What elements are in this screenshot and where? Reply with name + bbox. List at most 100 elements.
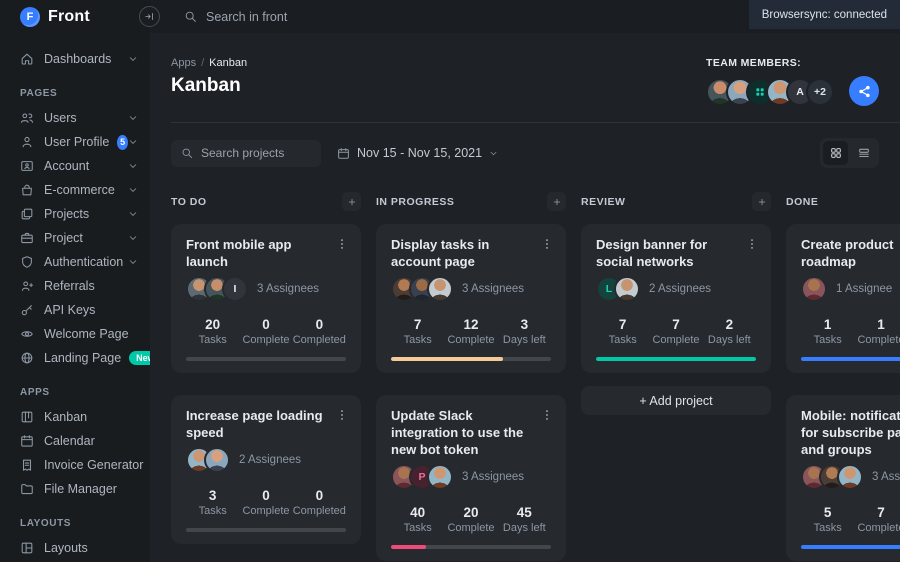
stat-value: 40 — [410, 505, 426, 520]
sidebar-item-label: Referrals — [44, 279, 95, 293]
sidebar-item-kanban[interactable]: Kanban — [0, 405, 150, 429]
sidebar-item-invoice-generator[interactable]: Invoice Generator — [0, 453, 150, 477]
progress-bar — [391, 357, 551, 361]
team-members-label: TEAM MEMBERS: — [706, 57, 802, 69]
card-menu-button[interactable] — [745, 237, 761, 253]
stat-label: Tasks — [813, 522, 842, 534]
sidebar-item-project[interactable]: Project — [0, 226, 150, 250]
column-cards: Front mobile app launch I 3 Assignees 20 Tas… — [171, 224, 361, 562]
breadcrumb-separator: / — [201, 57, 205, 69]
add-card-button[interactable] — [342, 192, 361, 211]
kanban-card[interactable]: Create product roadmap 1 Assignee 1 Tasks 1 C… — [786, 224, 900, 373]
sidebar-item-account[interactable]: Account — [0, 154, 150, 178]
column-cards: Display tasks in account page 3 Assignees… — [376, 224, 566, 562]
person-icon — [20, 135, 34, 149]
stat-label: Complete — [857, 334, 900, 346]
kanban-card[interactable]: Front mobile app launch I 3 Assignees 20 Tas… — [171, 224, 361, 373]
kanban-column-review: REVIEW Design banner for social networks L… — [581, 192, 771, 562]
house-icon — [20, 52, 34, 66]
share-button[interactable] — [849, 76, 879, 106]
browsersync-status: Browsersync: connected — [748, 0, 900, 29]
team-avatars: A +2 — [706, 78, 834, 106]
stat-label: Complete — [447, 522, 495, 534]
stat-value: 0 — [315, 488, 324, 503]
sidebar-item-label: Invoice Generator — [44, 458, 144, 472]
progress-bar — [186, 357, 346, 361]
brand[interactable]: F Front — [0, 0, 160, 33]
card-stat: 1 Tasks — [801, 317, 854, 346]
key-icon — [20, 303, 34, 317]
sidebar-item-file-manager[interactable]: File Manager — [0, 477, 150, 501]
assignees-count: 3 Assignees — [257, 283, 320, 295]
card-stats: 3 Tasks 0 Complete 0 Completed — [186, 488, 346, 517]
sidebar-item-e-commerce[interactable]: E-commerce — [0, 178, 150, 202]
card-menu-button[interactable] — [540, 237, 556, 253]
breadcrumb-current: Kanban — [209, 57, 248, 69]
calendar-icon — [337, 147, 350, 160]
progress-fill — [391, 357, 503, 361]
sidebar-item-projects[interactable]: Projects — [0, 202, 150, 226]
sidebar-item-label: Projects — [44, 207, 90, 221]
chevron-down-icon — [128, 137, 138, 147]
kanban-icon — [20, 410, 34, 424]
card-stats: 1 Tasks 1 Complete — [801, 317, 900, 346]
avatar-photo — [837, 464, 863, 490]
kanban-card[interactable]: Mobile: notifications for subscribe page… — [786, 395, 900, 561]
column-cards: Create product roadmap 1 Assignee 1 Tasks 1 C… — [786, 224, 900, 562]
progress-bar — [186, 528, 346, 532]
kanban-card[interactable]: Design banner for social networks L 2 Assi… — [581, 224, 771, 373]
breadcrumb-parent[interactable]: Apps — [171, 57, 197, 69]
sidebar-item-user-profile[interactable]: User Profile 5 — [0, 130, 150, 154]
sidebar-section-header-apps: APPS — [20, 387, 50, 398]
sidebar-item-calendar[interactable]: Calendar — [0, 429, 150, 453]
chevron-down-icon — [128, 233, 138, 243]
list-view-button[interactable] — [851, 141, 876, 165]
card-stat: 0 Completed — [293, 317, 346, 346]
card-menu-button[interactable] — [335, 237, 351, 253]
sidebar-item-welcome-page[interactable]: Welcome Page — [0, 322, 150, 346]
project-search-input[interactable] — [201, 146, 311, 160]
stat-label: Tasks — [403, 334, 432, 346]
sidebar: Dashboards PAGES Users User Profile 5 Account… — [0, 33, 150, 562]
global-search[interactable] — [184, 9, 406, 24]
project-search[interactable] — [171, 139, 321, 167]
card-assignees: 3 Assignees — [801, 464, 900, 490]
kanban-card[interactable]: Increase page loading speed 2 Assignees 3 T… — [171, 395, 361, 544]
sidebar-item-landing-page[interactable]: Landing Page New — [0, 346, 150, 370]
clone-icon — [20, 207, 34, 221]
column-title: REVIEW — [581, 195, 626, 208]
card-title: Design banner for social networks — [596, 237, 708, 269]
avatar-photo — [801, 276, 827, 302]
stat-label: Complete — [447, 334, 495, 346]
card-stat: 1 Complete — [854, 317, 900, 346]
sidebar-item-label: Welcome Page — [44, 327, 129, 341]
grid-view-button[interactable] — [823, 141, 848, 165]
stat-label: Complete — [242, 334, 290, 346]
card-menu-button[interactable] — [540, 408, 556, 424]
sidebar-item-users[interactable]: Users — [0, 106, 150, 130]
sidebar-item-authentication[interactable]: Authentication — [0, 250, 150, 274]
column-title: TO DO — [171, 195, 207, 208]
kanban-card[interactable]: Update Slack integration to use the new … — [376, 395, 566, 561]
card-title: Front mobile app launch — [186, 237, 292, 269]
sidebar-item-dashboards[interactable]: Dashboards — [0, 47, 150, 71]
stat-value: 5 — [823, 505, 832, 520]
date-range-picker[interactable]: Nov 15 - Nov 15, 2021 — [337, 146, 498, 160]
calendar-icon — [20, 434, 34, 448]
add-project-button[interactable]: + Add project — [581, 386, 771, 415]
kanban-card[interactable]: Display tasks in account page 3 Assignees… — [376, 224, 566, 373]
sidebar-section-header-pages: PAGES — [20, 88, 58, 99]
sidebar-item-layouts[interactable]: Layouts — [0, 536, 150, 560]
progress-fill — [801, 545, 900, 549]
sidebar-collapse-button[interactable] — [139, 6, 160, 27]
sidebar-item-api-keys[interactable]: API Keys — [0, 298, 150, 322]
card-stats: 5 Tasks 7 Complete — [801, 505, 900, 534]
global-search-input[interactable] — [206, 9, 406, 24]
card-title: Increase page loading speed — [186, 408, 323, 440]
stat-value: 7 — [413, 317, 422, 332]
sidebar-item-label: Dashboards — [44, 52, 112, 66]
add-card-button[interactable] — [547, 192, 566, 211]
add-card-button[interactable] — [752, 192, 771, 211]
sidebar-item-referrals[interactable]: Referrals — [0, 274, 150, 298]
card-menu-button[interactable] — [335, 408, 351, 424]
